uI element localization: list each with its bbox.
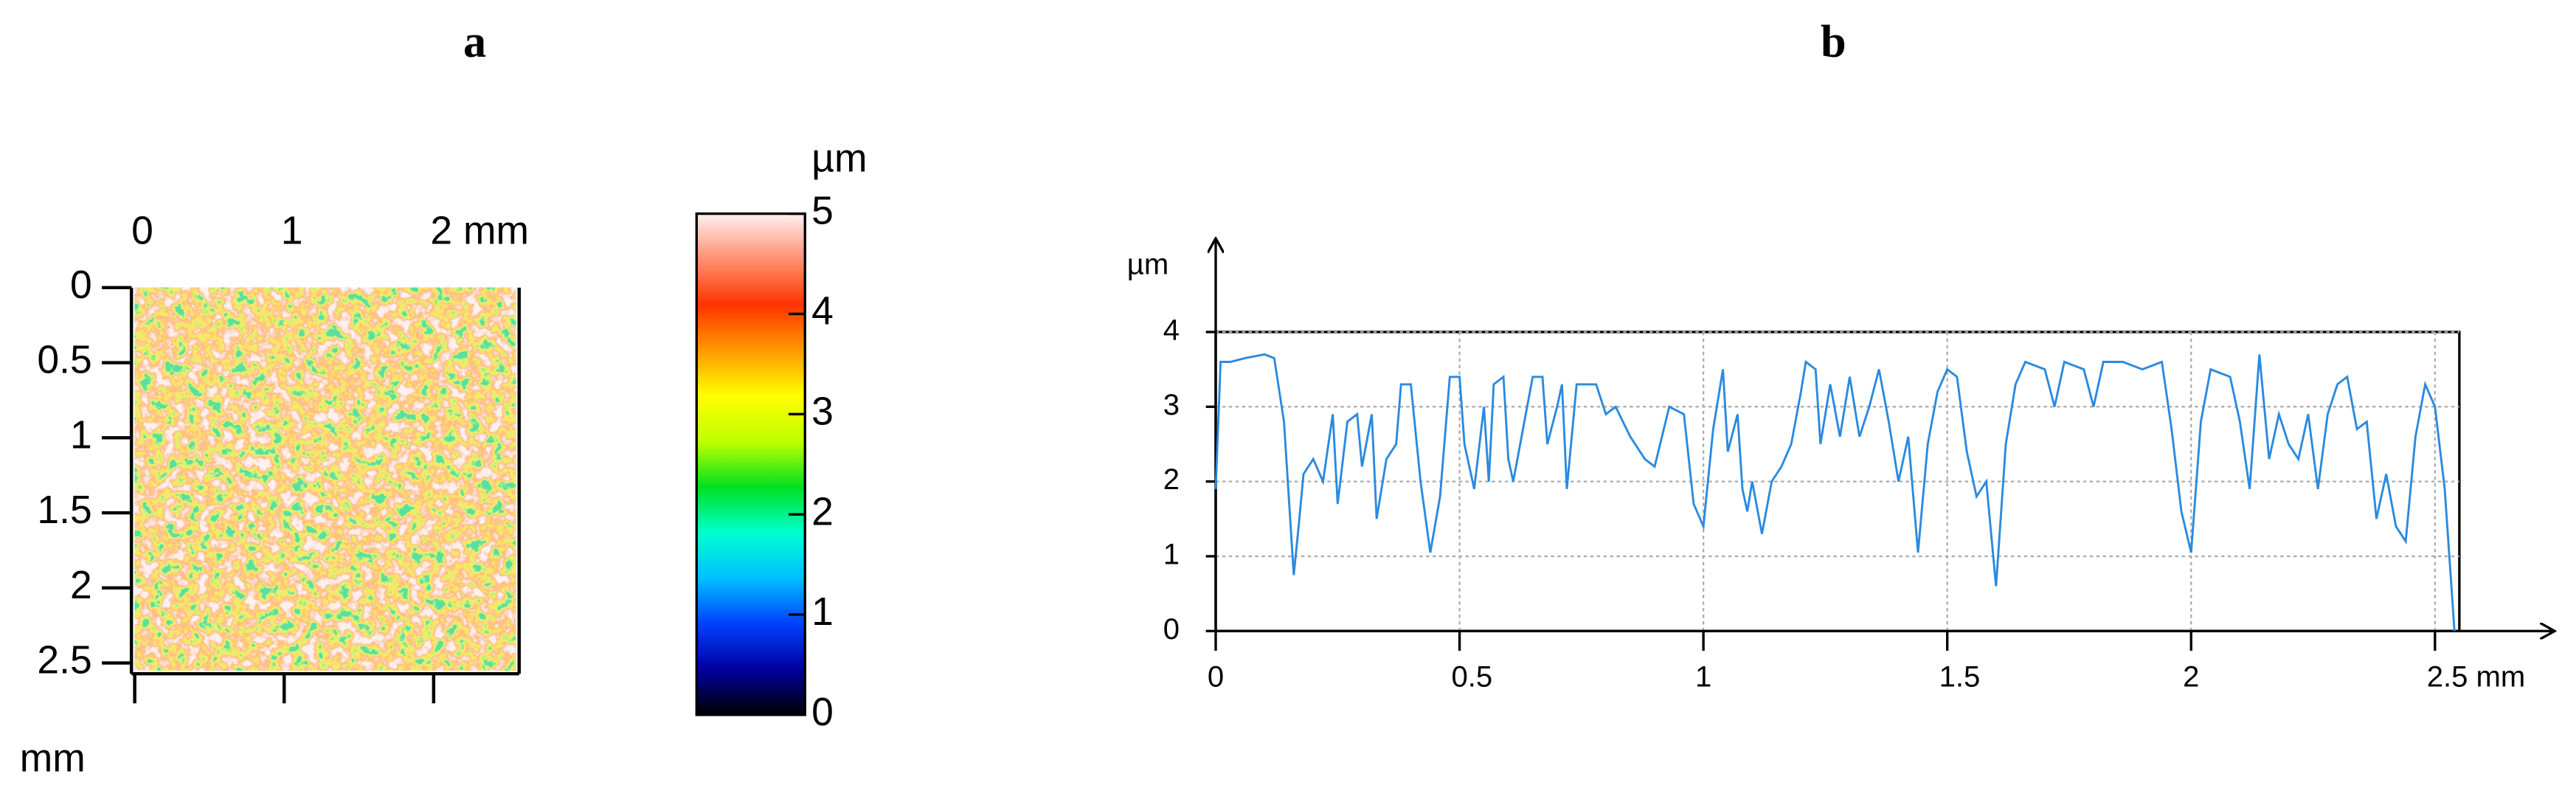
x-tick-label: 0 bbox=[131, 209, 153, 252]
panel-title: b bbox=[1821, 16, 1846, 67]
y-tick-label: 1 bbox=[1163, 539, 1180, 571]
y-tick-label: 2.5 bbox=[37, 639, 91, 682]
y-tick-label: 0 bbox=[70, 263, 92, 307]
axis-label: mm bbox=[20, 736, 86, 780]
x-tick-label: 0.5 bbox=[1451, 660, 1492, 693]
y-tick-label: 1.5 bbox=[37, 488, 91, 532]
colorbar bbox=[695, 212, 806, 716]
colorbar-label: µm bbox=[811, 136, 867, 180]
y-tick-label: 1 bbox=[70, 413, 92, 457]
colorbar-tick-label: 1 bbox=[811, 590, 834, 634]
y-tick-label: 3 bbox=[1163, 389, 1180, 421]
colorbar-tick-label: 2 bbox=[811, 490, 834, 533]
x-tick-label: 2 mm bbox=[430, 209, 529, 252]
y-tick-label: 0.5 bbox=[37, 339, 91, 382]
profile-line bbox=[1214, 353, 2456, 632]
x-tick-label: 1 bbox=[281, 209, 303, 252]
x-tick-label: 2 bbox=[2183, 660, 2199, 693]
y-tick-label: 0 bbox=[1163, 613, 1180, 646]
colorbar-tick-label: 4 bbox=[811, 290, 834, 333]
x-tick-label: 0 bbox=[1208, 660, 1224, 693]
x-tick-label: 2.5 mm bbox=[2427, 660, 2526, 693]
panel-title: a bbox=[463, 16, 486, 67]
colorbar-tick-label: 5 bbox=[811, 190, 834, 233]
x-tick-label: 1.5 bbox=[1939, 660, 1981, 693]
y-tick-label: 4 bbox=[1163, 314, 1180, 347]
colorbar-tick-label: 3 bbox=[811, 390, 834, 433]
surface-map bbox=[134, 287, 516, 671]
x-tick-label: 1 bbox=[1695, 660, 1711, 693]
colorbar-tick-label: 0 bbox=[811, 691, 834, 734]
y-tick-label: 2 bbox=[70, 564, 92, 607]
axis-label: µm bbox=[1127, 248, 1168, 280]
y-tick-label: 2 bbox=[1163, 463, 1180, 496]
